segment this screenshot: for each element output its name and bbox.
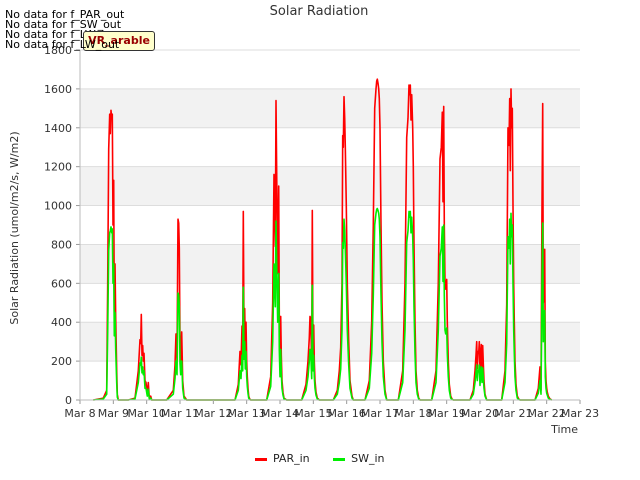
y-tick-label: 200	[51, 355, 72, 368]
background-band	[80, 88, 580, 128]
legend-label: PAR_in	[273, 452, 310, 465]
legend-item-sw-in: SW_in	[333, 452, 385, 465]
y-tick-label: 1600	[44, 83, 72, 96]
x-tick-label: Mar 12	[194, 407, 232, 420]
x-tick-label: Mar 22	[528, 407, 566, 420]
x-tick-label: Mar 16	[328, 407, 366, 420]
y-tick-label: 600	[51, 277, 72, 290]
y-axis-label: Solar Radiation (umol/m2/s, W/m2)	[8, 131, 21, 324]
x-tick-label: Mar 14	[261, 407, 299, 420]
x-tick-label: Mar 11	[161, 407, 199, 420]
background-bands	[80, 50, 580, 400]
x-tick-label: Mar 18	[394, 407, 432, 420]
y-tick-label: 800	[51, 238, 72, 251]
x-tick-label: Mar 20	[461, 407, 499, 420]
x-tick-label: Mar 13	[228, 407, 266, 420]
series-line-sw-in	[93, 207, 552, 401]
no-data-message: No data for f_PAR_out	[5, 8, 125, 21]
y-tick-label: 1400	[44, 122, 72, 135]
x-tick-label: Mar 9	[98, 407, 129, 420]
no-data-message: No data for f_LW_out	[5, 38, 120, 51]
x-tick-label: Mar 21	[494, 407, 532, 420]
x-axis-label: Time	[550, 423, 578, 436]
y-tick-label: 1800	[44, 44, 72, 57]
legend: PAR_in SW_in	[255, 452, 405, 465]
y-tick-label: 400	[51, 316, 72, 329]
legend-swatch	[333, 457, 346, 461]
background-band	[80, 244, 580, 284]
site-badge: VR_arable	[83, 31, 155, 51]
series-lines	[93, 78, 553, 401]
no-data-message: No data for f_SW_out	[5, 18, 122, 31]
legend-swatch	[255, 457, 267, 461]
legend-item-par-in: PAR_in	[255, 452, 310, 465]
y-tick-label: 1000	[44, 200, 72, 213]
y-tick-label: 1200	[44, 161, 72, 174]
x-tick-label: Mar 23	[561, 407, 599, 420]
chart-title: Solar Radiation	[270, 4, 369, 19]
x-tick-label: Mar 8	[64, 407, 95, 420]
legend-label: SW_in	[351, 452, 385, 465]
gridlines	[80, 49, 580, 401]
x-tick-label: Mar 17	[361, 407, 399, 420]
x-tick-label: Mar 15	[294, 407, 332, 420]
x-tick-label: Mar 10	[128, 407, 166, 420]
y-tick-label: 0	[65, 394, 72, 407]
background-band	[80, 166, 580, 206]
x-tick-label: Mar 19	[428, 407, 466, 420]
background-band	[80, 322, 580, 362]
